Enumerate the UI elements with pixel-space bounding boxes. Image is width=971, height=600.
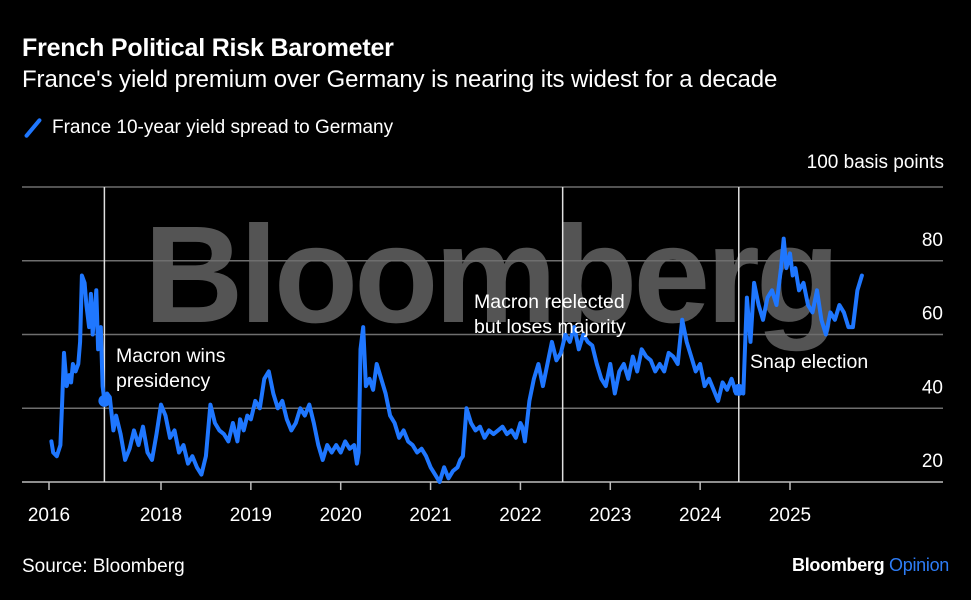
y-tick-label: 60: [922, 304, 943, 325]
brand-secondary: Opinion: [889, 555, 949, 575]
chart-title: French Political Risk Barometer: [22, 34, 394, 62]
x-tick-label: 2022: [499, 505, 541, 526]
brand-logo: Bloomberg Opinion: [792, 555, 949, 576]
x-tick-label: 2020: [320, 505, 362, 526]
chart-subtitle: France's yield premium over Germany is n…: [22, 66, 778, 93]
x-tick-label: 2021: [409, 505, 451, 526]
legend: France 10-year yield spread to Germany: [22, 117, 393, 139]
series-line: [49, 236, 864, 484]
x-tick-label: 2024: [679, 505, 722, 526]
y-tick-label: 80: [922, 230, 943, 251]
annotation-label: Macron wins: [116, 345, 226, 367]
x-tick-label: 2025: [769, 505, 811, 526]
y-tick-label: 20: [922, 451, 943, 472]
legend-label: France 10-year yield spread to Germany: [52, 117, 394, 138]
x-tick-label: 2018: [140, 505, 182, 526]
annotation-label: Macron reelected: [474, 291, 625, 313]
watermark: Bloomberg: [144, 198, 836, 352]
brand-primary: Bloomberg: [792, 555, 885, 575]
annotation-label: but loses majority: [474, 316, 626, 338]
event-marker: [732, 383, 745, 396]
annotation-label: presidency: [116, 370, 211, 392]
annotation-label: Snap election: [750, 351, 868, 373]
event-marker: [98, 394, 111, 407]
x-tick-label: 2019: [230, 505, 272, 526]
x-tick-label: 2016: [28, 505, 70, 526]
y-axis-unit-label: 100 basis points: [806, 152, 944, 173]
y-tick-label: 40: [922, 377, 943, 398]
source-note: Source: Bloomberg: [22, 556, 185, 577]
x-tick-label: 2023: [589, 505, 631, 526]
